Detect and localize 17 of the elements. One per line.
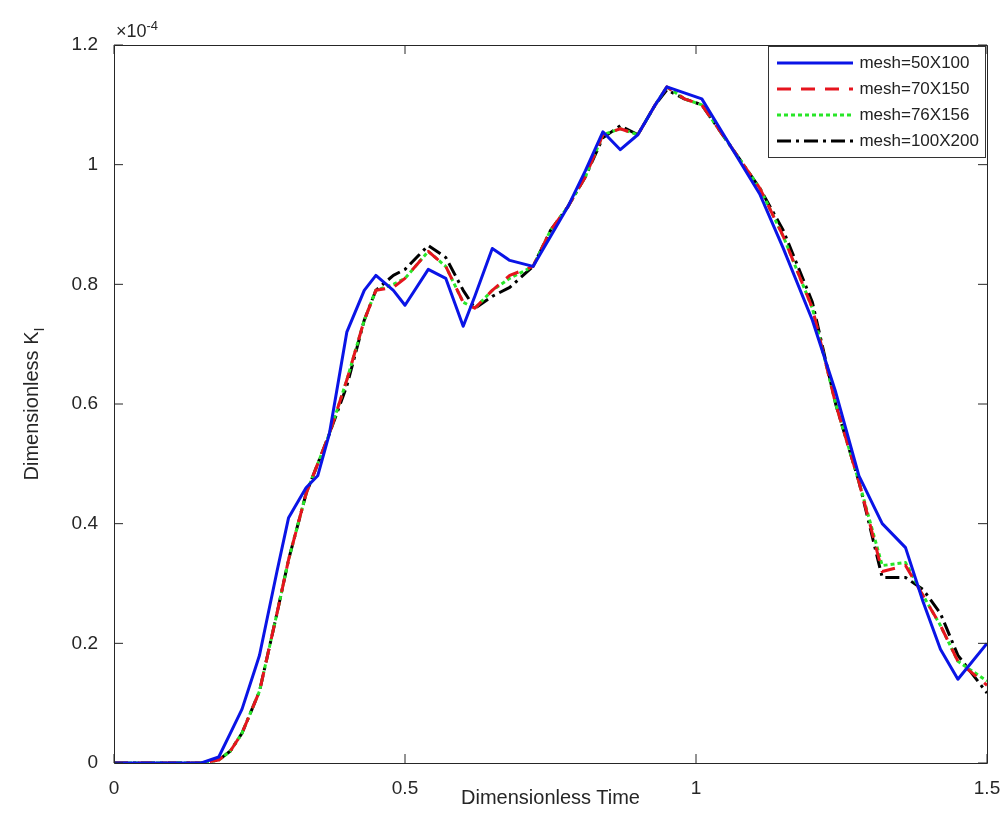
x-axis-title: Dimensionless Time [461, 785, 640, 808]
legend-label: mesh=50X100 [859, 53, 970, 73]
x-tick-label: 0 [108, 776, 120, 798]
x-tick-label: 0.5 [391, 776, 419, 798]
y-axis-title: Dimensionless KI [20, 327, 47, 481]
y-tick-label: 0 [87, 751, 98, 773]
y-tick-label: 1 [87, 152, 98, 174]
legend-label: mesh=100X200 [859, 131, 979, 151]
y-tick-label: 0.6 [71, 392, 98, 414]
y-tick-label: 1.2 [71, 33, 98, 55]
y-tick-label: 0.8 [71, 272, 98, 294]
legend-label: mesh=76X156 [859, 105, 970, 125]
x-tick-label: 1 [690, 776, 702, 798]
legend-label: mesh=70X150 [859, 79, 970, 99]
y-tick-label: 0.4 [71, 511, 99, 533]
y-tick-label: 0.2 [71, 631, 98, 653]
x-tick-label: 1.5 [973, 776, 1001, 798]
